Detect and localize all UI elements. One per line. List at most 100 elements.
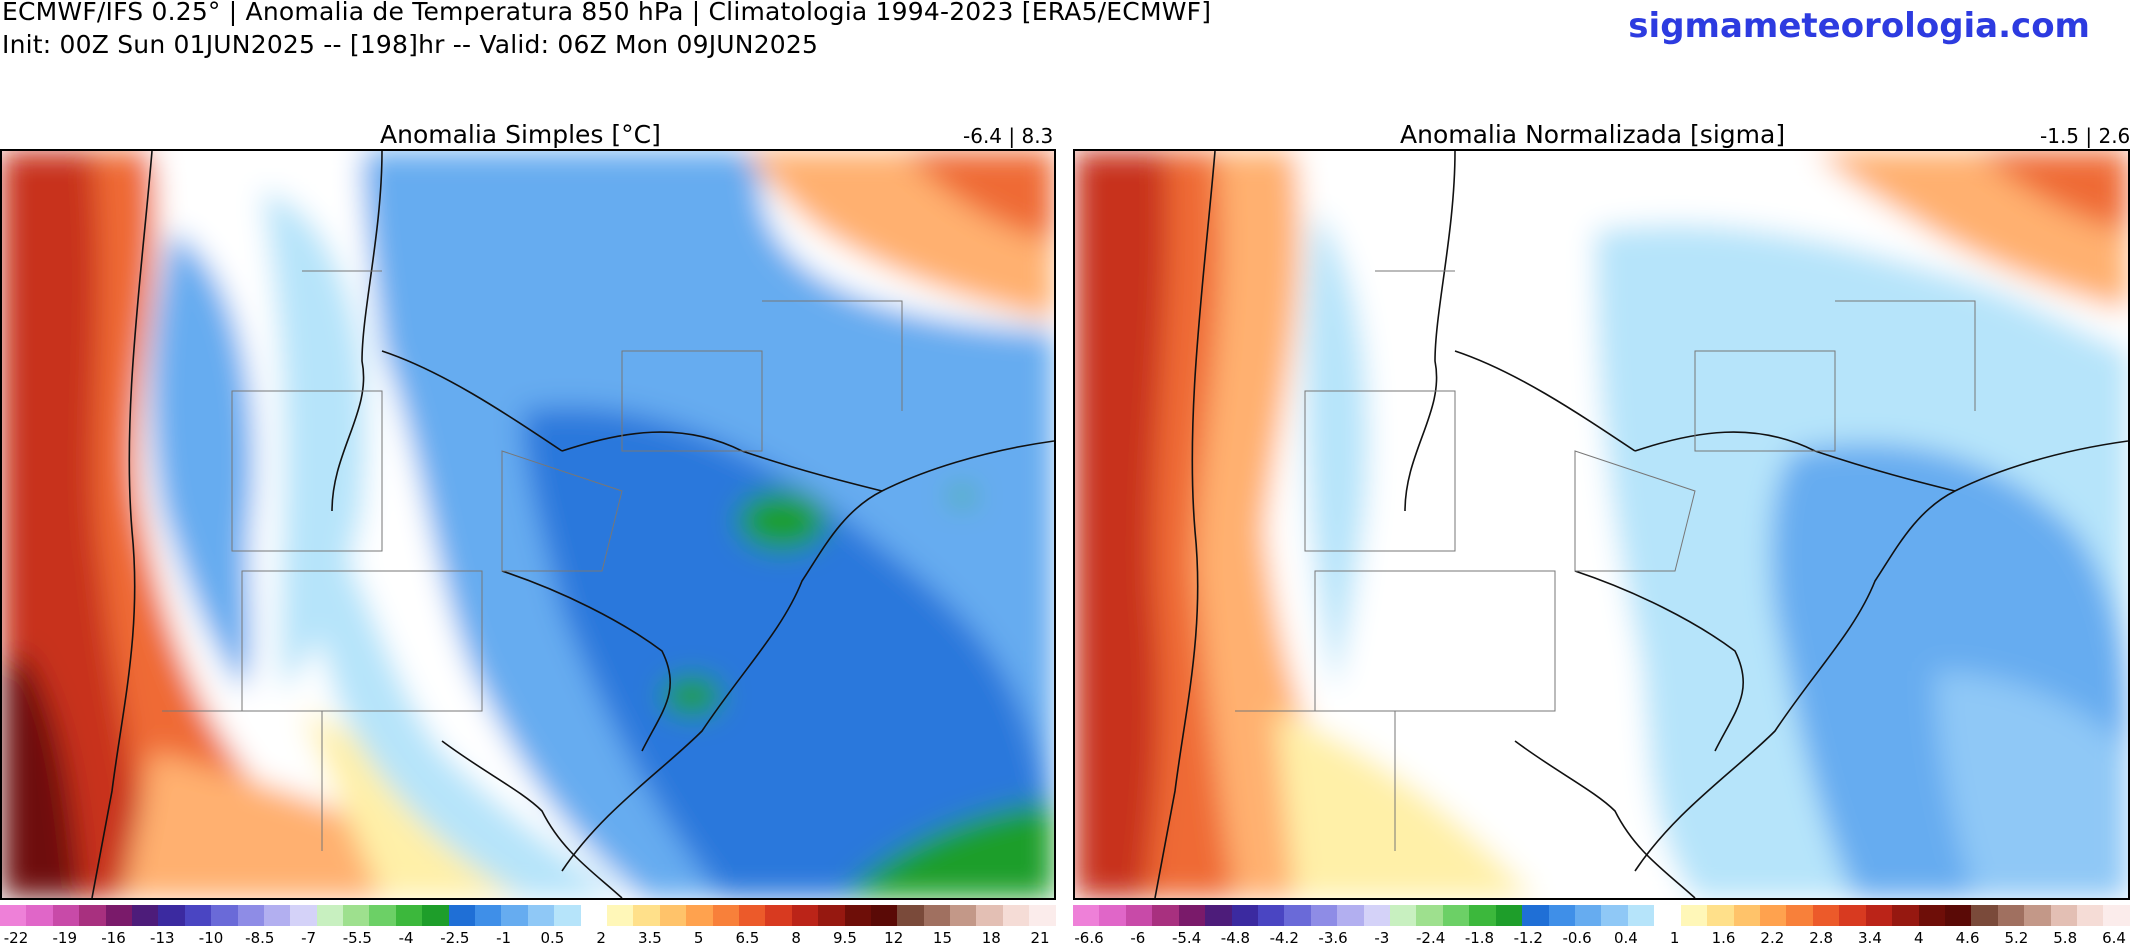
colorbar-tick-label: 3.5 xyxy=(637,929,662,947)
colorbar-tick-label: 15 xyxy=(932,929,953,947)
figure-subtitle: Init: 00Z Sun 01JUN2025 -- [198]hr -- Va… xyxy=(2,30,819,59)
colorbar-tick-label: -1 xyxy=(496,929,512,947)
colorbar-tick-label: -3.6 xyxy=(1318,929,1348,947)
colorbar-swatch xyxy=(2024,905,2051,926)
left-panel-range: -6.4 | 8.3 xyxy=(963,124,1054,148)
colorbar-swatch xyxy=(501,905,528,926)
right-map-field xyxy=(1075,151,2128,898)
colorbar-tick-label: -4.8 xyxy=(1220,929,1251,947)
colorbar-swatch xyxy=(79,905,106,926)
colorbar-swatch xyxy=(1707,905,1734,926)
colorbar-swatch xyxy=(738,905,766,926)
colorbar-tick-label: -10 xyxy=(198,929,224,947)
colorbar-tick-label: 2 xyxy=(596,929,606,947)
colorbar-tick-label: -5.4 xyxy=(1171,929,1202,947)
colorbar-swatch xyxy=(606,905,634,926)
colorbar-tick-label: 9.5 xyxy=(833,929,857,947)
colorbar-swatch xyxy=(1099,905,1126,926)
colorbar-tick-label: -2.5 xyxy=(440,929,470,947)
colorbar-swatch xyxy=(554,905,581,926)
colorbar-tick-label: -1.8 xyxy=(1464,929,1495,947)
colorbar-tick-label: -16 xyxy=(101,929,126,947)
colorbar-swatch xyxy=(818,905,845,926)
colorbar-swatch xyxy=(923,905,951,926)
figure-title: ECMWF/IFS 0.25° | Anomalia de Temperatur… xyxy=(2,0,1212,26)
colorbar-swatch xyxy=(1733,905,1760,926)
colorbar-swatch xyxy=(1284,905,1311,926)
right-panel-title: Anomalia Normalizada [sigma] xyxy=(1400,120,1786,149)
colorbar-swatch xyxy=(950,905,977,926)
colorbar-tick-label: -22 xyxy=(3,929,29,947)
colorbar-tick-label: 4.6 xyxy=(1955,929,1980,947)
colorbar-tick-label: 12 xyxy=(884,929,904,947)
colorbar-swatch xyxy=(1257,905,1285,926)
left-colorbar-ticks: -22 -19 -16 -13 -10 -8.5 -7 -5.5 -4 -2.5 -1 0.5 2 3.5… xyxy=(0,929,1056,947)
colorbar-tick-label: -5.5 xyxy=(342,929,372,947)
colorbar-swatch xyxy=(475,905,502,926)
right-panel-range: -1.5 | 2.6 xyxy=(2040,124,2130,148)
colorbar-swatch xyxy=(1495,905,1523,926)
colorbar-tick-label: 5.8 xyxy=(2053,929,2078,947)
colorbar-swatch xyxy=(580,905,607,926)
colorbar-swatch xyxy=(1997,905,2025,926)
colorbar-swatch xyxy=(1944,905,1972,926)
colorbar-swatch xyxy=(1073,905,1100,926)
colorbar-swatch xyxy=(369,905,396,926)
colorbar-tick-label: 5.2 xyxy=(2004,929,2029,947)
colorbar-swatch xyxy=(1839,905,1866,926)
colorbar-swatch xyxy=(1416,905,1443,926)
colorbar-tick-label: -3 xyxy=(1374,929,1390,947)
colorbar-tick-label: 1.6 xyxy=(1711,929,1736,947)
colorbar-swatch xyxy=(237,905,264,926)
colorbar-swatch xyxy=(1918,905,1945,926)
colorbar-swatch xyxy=(686,905,713,926)
colorbar-swatch xyxy=(2103,905,2130,926)
colorbar-swatch xyxy=(1310,905,1338,926)
colorbar-tick-label: 6.4 xyxy=(2102,929,2126,947)
colorbar-swatch xyxy=(1029,905,1056,926)
colorbar-swatch xyxy=(1865,905,1893,926)
colorbar-swatch xyxy=(1522,905,1549,926)
left-map-field xyxy=(2,151,1054,898)
colorbar-swatch xyxy=(633,905,660,926)
colorbar-swatch xyxy=(1178,905,1206,926)
colorbar-swatch xyxy=(343,905,370,926)
colorbar-swatch xyxy=(1892,905,1919,926)
colorbar-swatch xyxy=(1971,905,1998,926)
colorbar-tick-label: 3.4 xyxy=(1858,929,1882,947)
colorbar-swatch xyxy=(1363,905,1391,926)
colorbar-swatch xyxy=(1759,905,1787,926)
colorbar-swatch xyxy=(1627,905,1655,926)
colorbar-tick-label: 0.4 xyxy=(1613,929,1638,947)
colorbar-swatch xyxy=(1812,905,1840,926)
colorbar-swatch xyxy=(765,905,792,926)
colorbar-swatch xyxy=(105,905,132,926)
colorbar-swatch xyxy=(659,905,687,926)
colorbar-tick-label: -1.2 xyxy=(1513,929,1543,947)
colorbar-tick-label: 21 xyxy=(1030,929,1050,947)
colorbar-swatch xyxy=(1152,905,1179,926)
colorbar-swatch xyxy=(263,905,291,926)
colorbar-tick-label: -6.6 xyxy=(1074,929,1104,947)
colorbar-swatch xyxy=(1390,905,1417,926)
right-map xyxy=(1073,149,2130,900)
brand-link[interactable]: sigmameteorologia.com xyxy=(1628,6,2090,46)
colorbar-swatch xyxy=(290,905,317,926)
colorbar-swatch xyxy=(1654,905,1681,926)
colorbar-tick-label: 6.5 xyxy=(735,929,760,947)
colorbar-tick-label: 5 xyxy=(693,929,704,947)
colorbar-tick-label: -4 xyxy=(398,929,414,947)
colorbar-tick-label: -7 xyxy=(301,929,317,947)
colorbar-swatch xyxy=(2050,905,2078,926)
colorbar-swatch xyxy=(184,905,212,926)
colorbar-swatch xyxy=(2077,905,2104,926)
colorbar-swatch xyxy=(26,905,53,926)
colorbar-swatch xyxy=(0,905,27,926)
colorbar-swatch xyxy=(316,905,344,926)
left-map xyxy=(0,149,1056,900)
colorbar-tick-label: 18 xyxy=(981,929,1001,947)
colorbar-swatch xyxy=(1786,905,1813,926)
colorbar-tick-label: 4 xyxy=(1913,929,1924,947)
colorbar-tick-label: -0.6 xyxy=(1562,929,1592,947)
colorbar-swatch xyxy=(211,905,238,926)
